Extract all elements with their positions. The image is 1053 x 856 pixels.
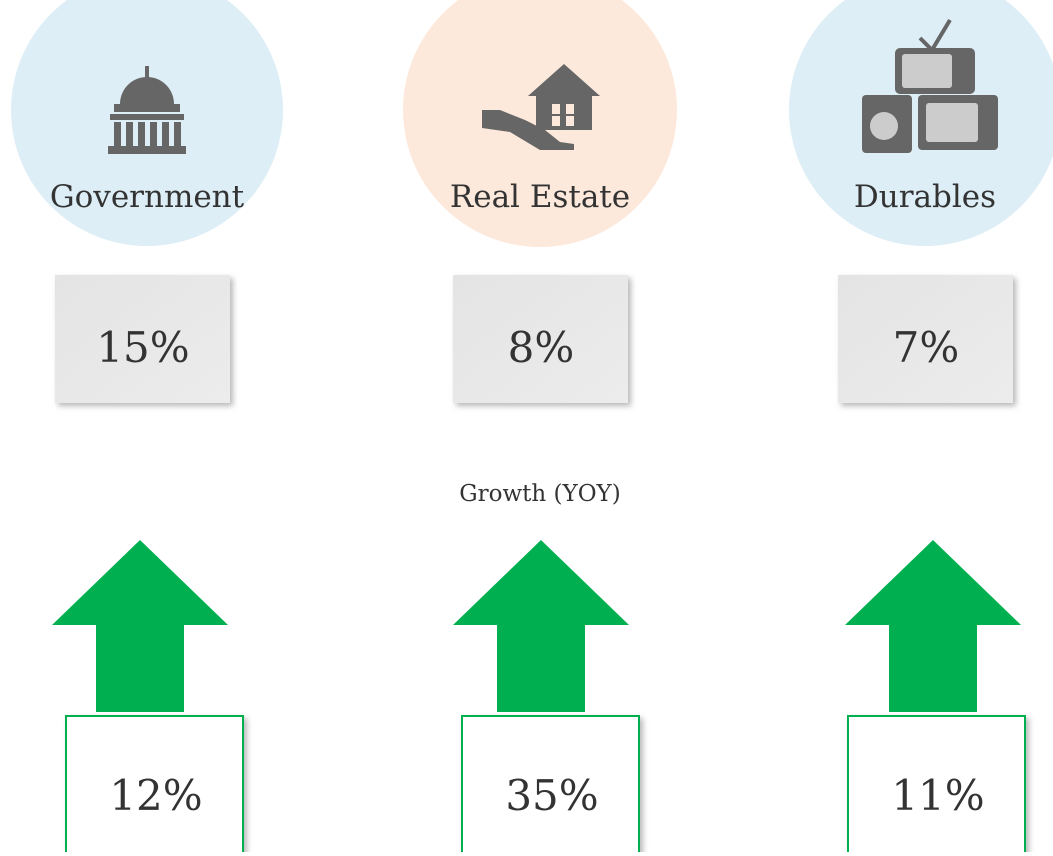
category-label: Real Estate: [450, 179, 630, 215]
growth-label: Growth (YOY): [459, 481, 620, 507]
growth-box: [65, 715, 244, 856]
share-box: [838, 275, 1013, 403]
growth-value: 12%: [109, 771, 202, 820]
growth-value: 35%: [505, 771, 598, 820]
share-box: [55, 275, 230, 403]
category-circle: [11, 0, 283, 246]
growth-value: 11%: [891, 771, 984, 820]
growth-arrow: [52, 540, 228, 712]
durables-icon: [862, 18, 998, 153]
share-box: [453, 275, 628, 403]
category-label: Government: [50, 179, 245, 215]
share-value: 8%: [508, 323, 575, 372]
growth-box: [847, 715, 1026, 856]
category-label: Durables: [854, 179, 996, 215]
government-icon: [108, 66, 186, 154]
growth-arrow: [453, 540, 629, 712]
growth-box: [461, 715, 640, 856]
share-value: 15%: [96, 323, 189, 372]
real-estate-icon: [482, 64, 600, 150]
growth-arrow: [845, 540, 1021, 712]
share-value: 7%: [893, 323, 960, 372]
